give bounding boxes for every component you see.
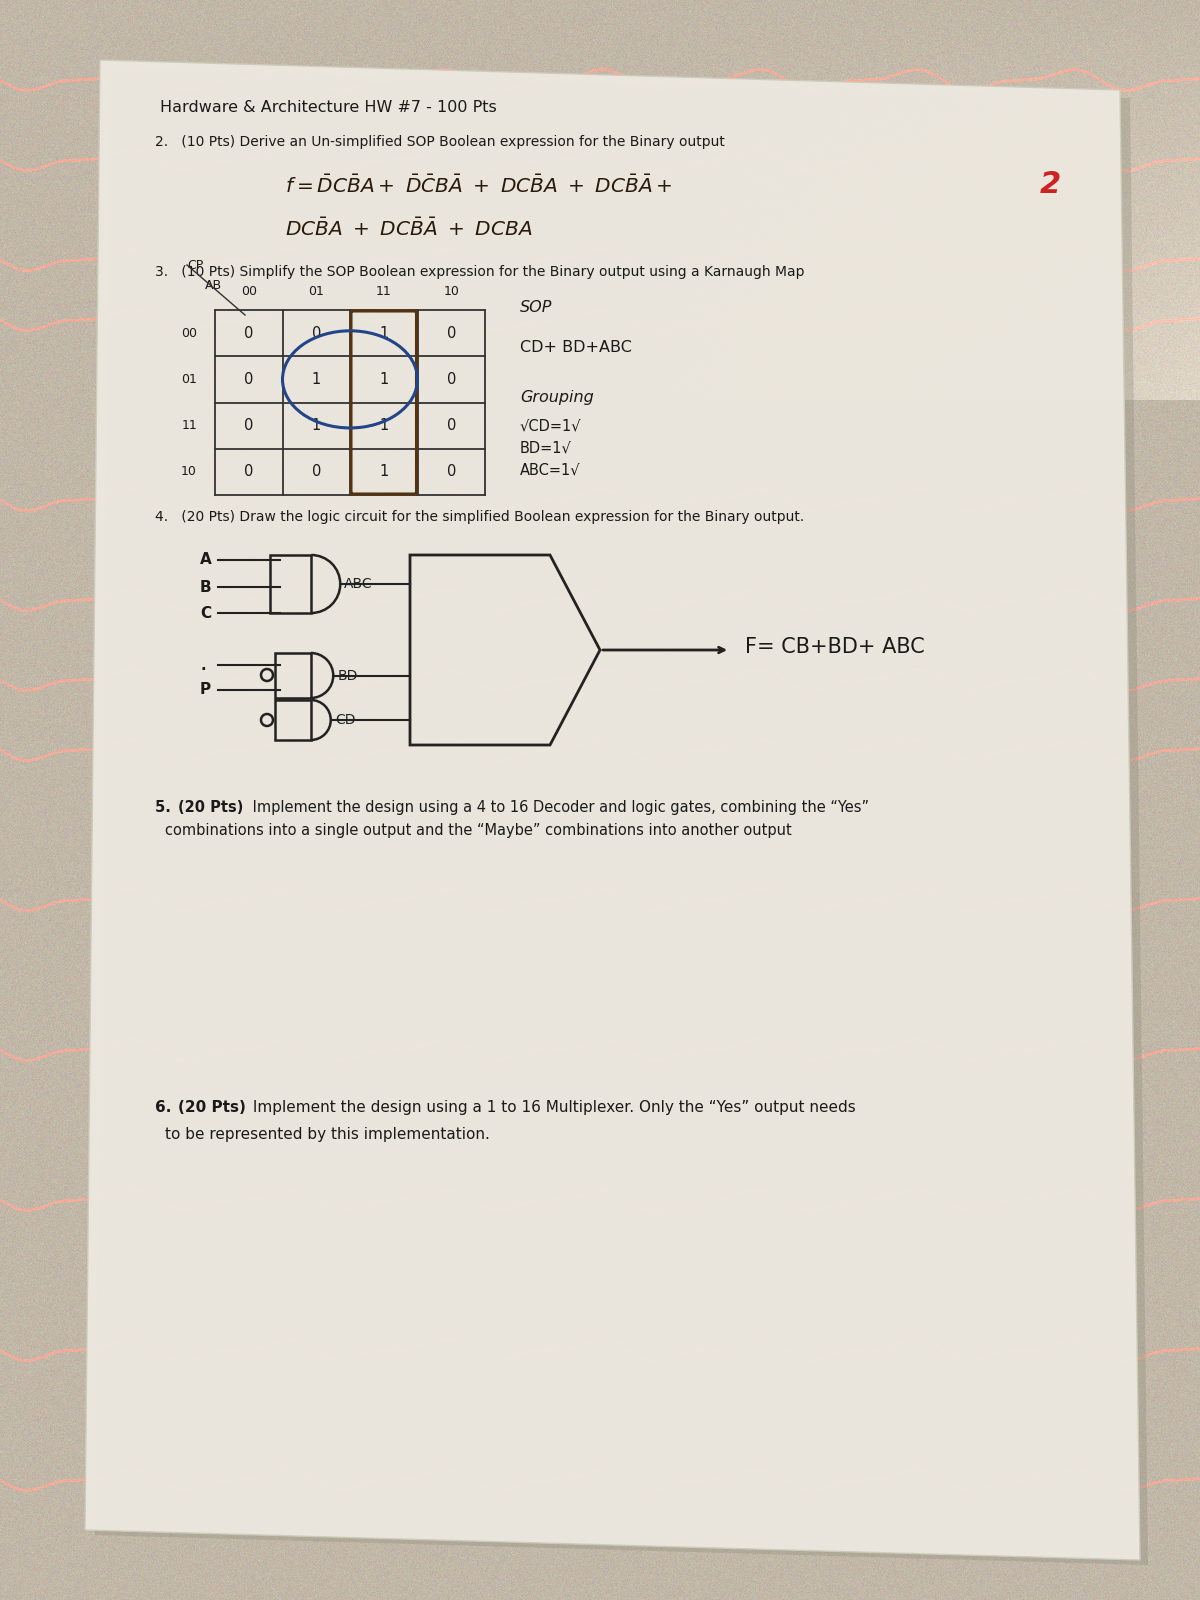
- Bar: [275, 653, 311, 698]
- Text: (20 Pts): (20 Pts): [178, 800, 244, 814]
- Text: 01: 01: [308, 285, 324, 298]
- Text: Implement the design using a 1 to 16 Multiplexer. Only the “Yes” output needs: Implement the design using a 1 to 16 Mul…: [248, 1101, 856, 1115]
- Text: ABC=1√: ABC=1√: [520, 462, 581, 477]
- Text: A: A: [200, 552, 211, 568]
- Text: BD=1√: BD=1√: [520, 440, 572, 454]
- Text: F= CB+BD+ ABC: F= CB+BD+ ABC: [745, 637, 925, 658]
- Text: $DC\bar{B}A\ +\ DC\bar{B}\bar{A}\ +\ DCBA$: $DC\bar{B}A\ +\ DC\bar{B}\bar{A}\ +\ DCB…: [286, 218, 533, 240]
- Text: 11: 11: [181, 419, 197, 432]
- Text: Grouping: Grouping: [520, 390, 594, 405]
- Text: (20 Pts): (20 Pts): [178, 1101, 246, 1115]
- Text: 1: 1: [379, 418, 389, 434]
- Text: 0: 0: [446, 371, 456, 387]
- Text: 0: 0: [446, 418, 456, 434]
- Bar: [270, 555, 311, 613]
- Text: 5.: 5.: [155, 800, 181, 814]
- Text: 10: 10: [443, 285, 460, 298]
- Text: 1: 1: [379, 464, 389, 480]
- Text: 2.   (10 Pts) Derive an Un-simplified SOP Boolean expression for the Binary outp: 2. (10 Pts) Derive an Un-simplified SOP …: [155, 134, 725, 149]
- Text: AB: AB: [205, 278, 222, 291]
- Text: 01: 01: [181, 373, 197, 386]
- Text: 00: 00: [241, 285, 257, 298]
- Text: 3.   (10 Pts) Simplify the SOP Boolean expression for the Binary output using a : 3. (10 Pts) Simplify the SOP Boolean exp…: [155, 266, 804, 278]
- Text: 0: 0: [446, 464, 456, 480]
- Text: 0: 0: [446, 326, 456, 341]
- Text: 10: 10: [181, 466, 197, 478]
- Text: B: B: [200, 579, 211, 595]
- Text: 0: 0: [312, 326, 320, 341]
- Text: 1: 1: [379, 371, 389, 387]
- Text: .: .: [200, 658, 205, 672]
- Text: CP: CP: [187, 259, 203, 272]
- Text: C: C: [200, 605, 211, 621]
- Text: P: P: [200, 683, 211, 698]
- Text: 2: 2: [1039, 170, 1061, 198]
- Text: 00: 00: [181, 326, 197, 339]
- Polygon shape: [95, 67, 1148, 1565]
- Text: BD: BD: [337, 669, 358, 683]
- Text: 0: 0: [312, 464, 320, 480]
- Text: 1: 1: [312, 418, 320, 434]
- Text: 11: 11: [376, 285, 391, 298]
- Text: 1: 1: [312, 371, 320, 387]
- Bar: [275, 701, 311, 739]
- Text: CD+ BD+ABC: CD+ BD+ABC: [520, 341, 632, 355]
- Text: combinations into a single output and the “Maybe” combinations into another outp: combinations into a single output and th…: [166, 822, 792, 838]
- Text: 0: 0: [244, 464, 253, 480]
- Text: Implement the design using a 4 to 16 Decoder and logic gates, combining the “Yes: Implement the design using a 4 to 16 Dec…: [248, 800, 869, 814]
- Text: √CD=1√: √CD=1√: [520, 418, 582, 434]
- Text: 0: 0: [244, 371, 253, 387]
- Text: CD: CD: [335, 714, 355, 726]
- Text: SOP: SOP: [520, 301, 552, 315]
- Text: 1: 1: [379, 326, 389, 341]
- Text: to be represented by this implementation.: to be represented by this implementation…: [166, 1126, 490, 1142]
- Polygon shape: [85, 59, 1140, 1560]
- Text: 0: 0: [244, 418, 253, 434]
- Text: 0: 0: [244, 326, 253, 341]
- Text: Hardware & Architecture HW #7 - 100 Pts: Hardware & Architecture HW #7 - 100 Pts: [160, 99, 497, 115]
- Text: 4.   (20 Pts) Draw the logic circuit for the simplified Boolean expression for t: 4. (20 Pts) Draw the logic circuit for t…: [155, 510, 804, 525]
- Text: ABC: ABC: [344, 578, 373, 590]
- Text: 6.: 6.: [155, 1101, 182, 1115]
- Text: $f= \bar{D}C\bar{B}A+\ \bar{D}\bar{C}B\bar{A}\ +\ DC\bar{B}A\ +\ DC\bar{B}\bar{A: $f= \bar{D}C\bar{B}A+\ \bar{D}\bar{C}B\b…: [286, 174, 673, 197]
